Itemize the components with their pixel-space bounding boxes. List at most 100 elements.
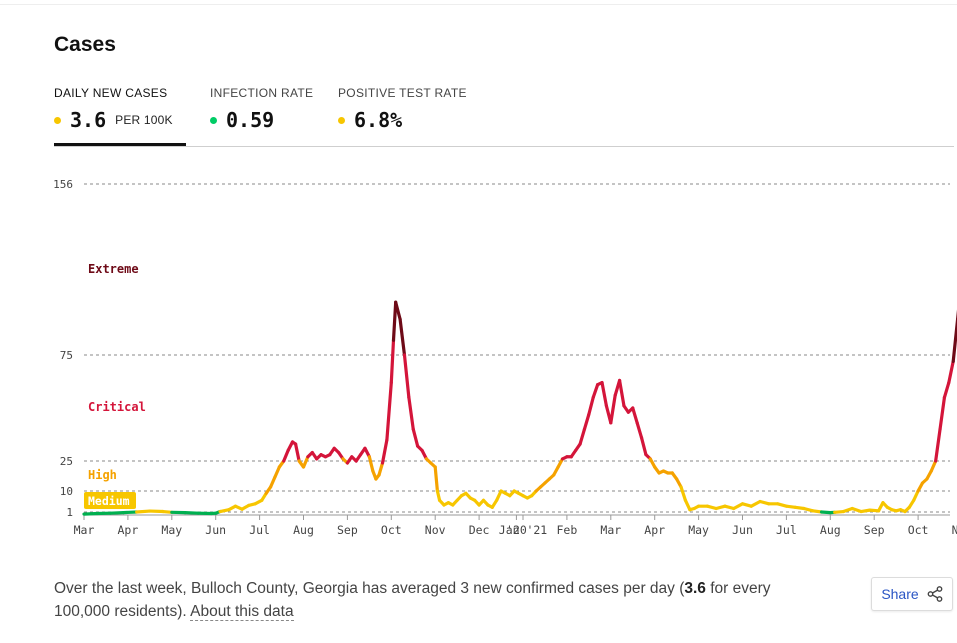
series-segment bbox=[121, 510, 139, 515]
tab-label: POSITIVE TEST RATE bbox=[338, 86, 467, 100]
series-segment bbox=[411, 427, 420, 448]
share-button[interactable]: Share bbox=[871, 577, 953, 611]
x-tick-label: Jun bbox=[732, 523, 753, 537]
series-segment bbox=[385, 380, 393, 442]
x-tick-label: Mar bbox=[600, 523, 621, 537]
tab-daily-new-cases[interactable]: DAILY NEW CASES 3.6 PER 100K bbox=[54, 86, 186, 146]
zone-label: Medium bbox=[88, 494, 130, 508]
x-tick-label: Sep bbox=[864, 523, 885, 537]
x-tick-label: May bbox=[688, 523, 709, 537]
tab-label: DAILY NEW CASES bbox=[54, 86, 168, 100]
share-label: Share bbox=[881, 586, 919, 602]
zone-label: High bbox=[88, 468, 117, 482]
series-segment bbox=[82, 511, 99, 516]
about-data-link[interactable]: About this data bbox=[190, 603, 294, 621]
series-segment bbox=[934, 427, 942, 463]
zone-label: Critical bbox=[88, 400, 146, 414]
cases-chart: 1 10 25 75 156 Extreme Critical High Medium Mar Ap… bbox=[53, 178, 957, 537]
series-segment bbox=[582, 412, 591, 431]
x-tick-label: Jul bbox=[249, 523, 270, 537]
series-segment bbox=[587, 395, 595, 416]
series-segment bbox=[617, 378, 626, 408]
zone-label: Extreme bbox=[88, 262, 139, 276]
series-segment bbox=[591, 383, 600, 399]
summary-bold-value: 3.6 bbox=[684, 580, 706, 597]
series-segment bbox=[732, 502, 745, 511]
series-segment bbox=[495, 489, 503, 502]
x-tick-label: Jul bbox=[776, 523, 797, 537]
x-tick-label: Aug bbox=[820, 523, 841, 537]
series-segment bbox=[912, 489, 920, 502]
x-tick-label: Dec bbox=[469, 523, 490, 537]
series-segment bbox=[391, 300, 398, 342]
series-segment bbox=[367, 455, 375, 473]
share-icon bbox=[927, 586, 943, 602]
top-divider bbox=[0, 4, 957, 5]
status-dot bbox=[54, 116, 61, 124]
x-tick-label: May bbox=[161, 523, 182, 537]
infection-rate-value: 0.59 bbox=[226, 108, 275, 132]
series-segment bbox=[609, 393, 617, 425]
x-tick-label: Feb bbox=[557, 523, 578, 537]
series-segment bbox=[631, 406, 639, 425]
series-segment bbox=[273, 465, 281, 479]
summary-part: Over the last week, Bulloch County, Geor… bbox=[54, 580, 685, 597]
series-segment bbox=[389, 338, 396, 385]
series-segment bbox=[683, 498, 692, 512]
series-segment bbox=[402, 353, 411, 399]
status-dot bbox=[338, 116, 345, 124]
series-segment bbox=[929, 459, 938, 473]
y-tick-label: 156 bbox=[53, 178, 73, 191]
series-segment bbox=[938, 395, 947, 431]
series-segment bbox=[942, 380, 951, 399]
x-tick-label: Apr bbox=[118, 523, 139, 537]
x-tick-label: Jun bbox=[205, 523, 226, 537]
series-segment bbox=[108, 511, 126, 515]
x-tick-label: Nov bbox=[952, 523, 957, 537]
series-segment bbox=[433, 465, 439, 493]
series-segment bbox=[600, 380, 609, 408]
x-tick-label: Nov bbox=[425, 523, 446, 537]
series-segment bbox=[951, 317, 957, 363]
series-segment bbox=[947, 359, 955, 385]
per-100k-unit: PER 100K bbox=[115, 113, 173, 127]
x-tick-label: Sep bbox=[337, 523, 358, 537]
series-segment bbox=[394, 300, 402, 321]
series-segment bbox=[407, 395, 415, 431]
series-segment bbox=[380, 438, 389, 465]
y-tick-label: 75 bbox=[60, 349, 73, 362]
x-tick-label: Oct bbox=[908, 523, 929, 537]
daily-new-cases-value: 3.6 bbox=[70, 108, 107, 132]
series-segment bbox=[183, 511, 200, 515]
series-segment bbox=[377, 461, 385, 477]
series-segment bbox=[268, 475, 277, 489]
series-segment bbox=[635, 421, 644, 440]
series-segment bbox=[749, 499, 762, 508]
tab-label: INFECTION RATE bbox=[210, 86, 314, 100]
y-tick-label: 25 bbox=[60, 455, 73, 468]
series-segment bbox=[282, 448, 290, 463]
y-tick-label: 1 bbox=[66, 506, 73, 519]
x-tick-label: Aug bbox=[293, 523, 314, 537]
x-tick-label: Mar bbox=[74, 523, 95, 537]
zone-label-bg bbox=[84, 492, 136, 509]
series-segment bbox=[301, 455, 310, 469]
x-tick-label: '20 bbox=[506, 523, 527, 537]
tab-positive-test-rate[interactable]: POSITIVE TEST RATE 6.8% bbox=[338, 86, 478, 146]
metric-tabs: DAILY NEW CASES 3.6 PER 100K INFECTION R… bbox=[54, 86, 954, 147]
summary-text: Over the last week, Bulloch County, Geor… bbox=[54, 577, 814, 623]
series-segment bbox=[135, 509, 152, 514]
series-segment bbox=[398, 317, 407, 357]
x-tick-label: Jan '21 bbox=[499, 523, 548, 537]
x-tick-label: Oct bbox=[381, 523, 402, 537]
summary-part: for every 100,000 residents). bbox=[54, 580, 771, 620]
status-dot bbox=[210, 116, 217, 124]
tab-infection-rate[interactable]: INFECTION RATE 0.59 bbox=[210, 86, 320, 146]
series-segment bbox=[679, 485, 688, 502]
series-segment bbox=[293, 442, 301, 463]
series-segment bbox=[639, 436, 648, 457]
series-segment bbox=[578, 427, 587, 446]
page-title: Cases bbox=[54, 33, 116, 56]
x-tick-label: Apr bbox=[644, 523, 665, 537]
y-tick-label: 10 bbox=[60, 485, 73, 498]
